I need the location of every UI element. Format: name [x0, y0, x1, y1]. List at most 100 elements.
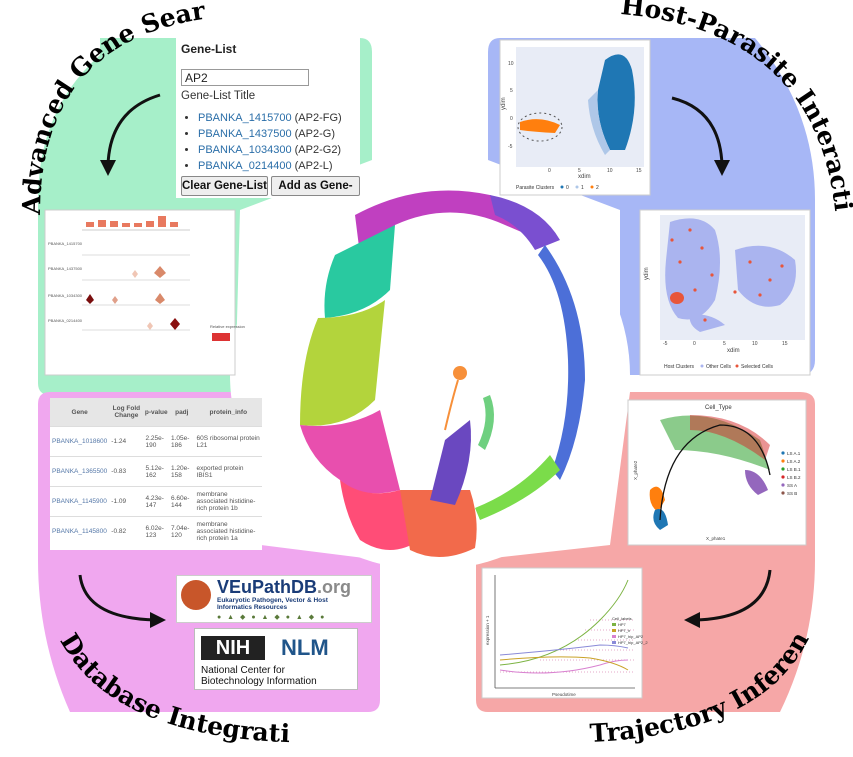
parasite-cluster-0 [597, 54, 635, 150]
col-padj[interactable]: padj [169, 398, 195, 427]
gene-link[interactable]: PBANKA_1145900 [50, 486, 110, 517]
trajectory-panel [627, 399, 807, 546]
add-gene-set-button[interactable]: Add as Gene-Set [271, 176, 360, 196]
traj-legend-4: SS A [787, 483, 797, 488]
host-legend-1: Selected Cells [741, 364, 773, 370]
nih-label: NIH [215, 637, 251, 659]
parasite-ytick-2: 5 [510, 88, 513, 94]
col-protein[interactable]: protein_info [194, 398, 262, 427]
dotplot-panel [44, 209, 236, 376]
de-table-panel: Gene Log Fold Change p-value padj protei… [50, 398, 262, 550]
umap-cluster-blue [538, 245, 585, 480]
col-logfc[interactable]: Log Fold Change [109, 398, 144, 427]
gene-list-input[interactable]: AP2 [181, 69, 309, 86]
protein-cell: membrane associated histidine-rich prote… [194, 516, 262, 546]
pt-legend-0: HP7 [618, 622, 627, 627]
table-header-row: Gene Log Fold Change p-value padj protei… [50, 398, 262, 427]
clear-gene-list-button[interactable]: Clear Gene-List [181, 176, 268, 196]
gene-link[interactable]: PBANKA_1145800 [50, 516, 110, 546]
ncbi-line-2: Biotechnology Information [201, 676, 317, 687]
gene-link[interactable]: PBANKA_1365500 [50, 456, 110, 487]
host-xtick-0: -5 [663, 341, 668, 347]
dotplot-legend-title: Relative expression [210, 324, 245, 329]
dotplot-legend-gradient [212, 333, 230, 341]
veupathdb-logo[interactable]: VEuPathDB.org Eukaryotic Pathogen, Vecto… [176, 575, 372, 623]
gene-list-title: Gene-List [181, 42, 237, 56]
veupathdb-organism-icons: ● ▲ ◆ ● ▲ ◆ ● ▲ ◆ ● [217, 614, 327, 621]
traj-legend-0: LS A.1 [787, 451, 801, 456]
gene-name: (AP2-G2) [294, 144, 342, 156]
gene-link[interactable]: PBANKA_1437500 [198, 128, 292, 140]
arrowhead-gene-search [100, 160, 116, 176]
arrowhead-host-parasite [714, 160, 730, 176]
logfc-cell: -0.83 [109, 456, 144, 487]
host-legend-title: Host Clusters [664, 364, 695, 370]
host-legend-0: Other Cells [706, 364, 732, 370]
veupathdb-name: VEuPathDB [217, 577, 318, 597]
pvalue-cell: 4.23e-147 [143, 486, 170, 517]
parasite-xtick-3: 15 [636, 168, 642, 174]
pvalue-cell: 6.02e-123 [143, 516, 170, 546]
center-umap [300, 190, 585, 558]
trajectory-cloud-red [690, 415, 770, 460]
host-xtick-4: 15 [782, 341, 788, 347]
col-gene[interactable]: Gene [50, 398, 110, 427]
gene-name: (AP2-FG) [294, 112, 342, 124]
host-xtick-3: 10 [752, 341, 758, 347]
host-umap-panel [639, 209, 811, 376]
pseudotime-curve-green [499, 579, 629, 666]
pt-legend-3: HP7_hip_AP2_2 [618, 640, 648, 645]
parasite-xtick-1: 5 [578, 168, 581, 174]
parasite-ytick-3: 10 [508, 61, 514, 67]
ncbi-logo[interactable]: NIH NLM National Center for Biotechnolog… [194, 628, 358, 690]
veupathdb-tagline-2: Informatics Resources [217, 604, 288, 611]
de-table: Gene Log Fold Change p-value padj protei… [50, 398, 262, 546]
pseudotime-curve-pink [499, 659, 629, 674]
pvalue-cell: 5.12e-162 [143, 456, 170, 487]
arrow-host-parasite [671, 96, 724, 166]
trajectory-xlabel: X_phate1 [706, 536, 726, 541]
gene-name: (AP2-L) [294, 160, 333, 172]
trajectory-cloud-green [660, 415, 770, 470]
padj-cell: 1.05e-186 [169, 426, 195, 457]
umap-cluster-green-strand [478, 395, 494, 450]
dotplot-violins [86, 266, 180, 330]
veupathdb-suffix: .org [317, 577, 352, 597]
arrowhead-trajectory [684, 612, 700, 628]
gene-link[interactable]: PBANKA_0214400 [198, 160, 292, 172]
arrowheads [100, 160, 730, 628]
dotplot-row-2: PBANKA_1034300 [48, 293, 83, 298]
table-row: PBANKA_1145800 -0.82 6.02e-123 7.04e-120… [50, 516, 262, 546]
gene-link[interactable]: PBANKA_1415700 [198, 112, 292, 124]
pseudotime-panel [481, 567, 643, 699]
nih-badge: NIH [201, 636, 265, 660]
umap-cluster-salmon [400, 490, 477, 558]
host-xlabel: xdim [727, 348, 740, 354]
dotplot-row-0: PBANKA_1415700 [48, 241, 83, 246]
parasite-legend-2: 2 [596, 185, 599, 191]
gene-link[interactable]: PBANKA_1018600 [50, 426, 110, 457]
host-selected-points [670, 228, 784, 322]
logfc-cell: -0.82 [109, 516, 144, 546]
table-row: PBANKA_1018600 -1.24 2.25e-190 1.05e-186… [50, 426, 262, 457]
protein-cell: exported protein IBIS1 [194, 456, 262, 487]
umap-cluster-orange-strand [444, 379, 459, 431]
trajectory-curve [659, 424, 771, 521]
ncbi-line-1: National Center for [201, 665, 285, 676]
gene-link[interactable]: PBANKA_1034300 [198, 144, 292, 156]
pt-legend-title: Cell_labels [612, 616, 632, 621]
umap-cluster-green-branch [475, 455, 560, 520]
traj-legend-5: SS B [787, 491, 797, 496]
pseudotime-curve-olive [499, 656, 629, 671]
list-item: PBANKA_1034300 (AP2-G2) [198, 142, 342, 158]
logfc-cell: -1.24 [109, 426, 144, 457]
col-pvalue[interactable]: p-value [143, 398, 170, 427]
traj-legend-3: LS B.2 [787, 475, 801, 480]
padj-cell: 7.04e-120 [169, 516, 195, 546]
parasite-ytick-0: -5 [508, 144, 513, 150]
gene-list-subtitle: Gene-List Title [181, 90, 256, 102]
dotplot-row-3: PBANKA_0214400 [48, 318, 83, 323]
host-cluster-left [665, 218, 720, 320]
parasite-ylabel: ydim [501, 97, 507, 110]
trajectory-title: Cell_Type [705, 405, 732, 411]
